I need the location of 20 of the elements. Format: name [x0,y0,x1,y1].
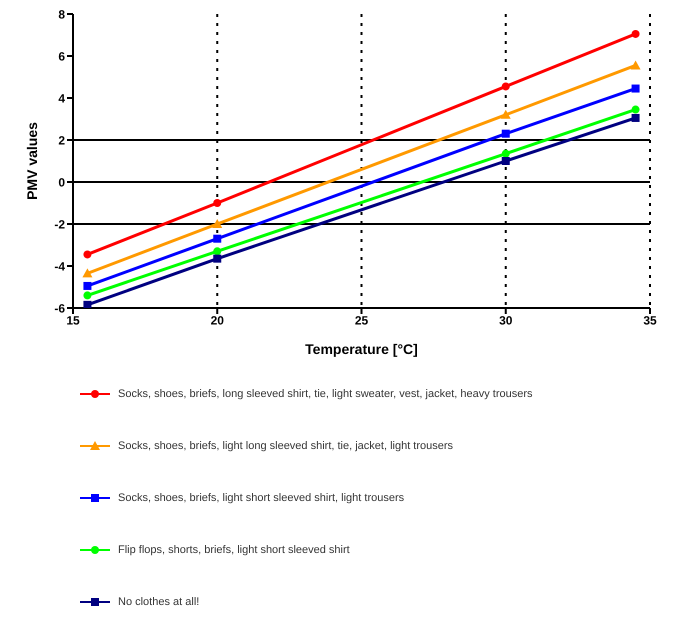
legend-label: No clothes at all! [118,596,200,608]
x-tick-label: 35 [643,314,657,328]
y-axis-title: PMV values [24,122,40,200]
legend-label: Socks, shoes, briefs, long sleeved shirt, tie, light sweater, vest, jacket, heavy trousers [118,388,533,400]
legend-label: Socks, shoes, briefs, light long sleeved shirt, tie, jacket, light trousers [118,440,454,452]
x-tick-label: 15 [66,314,80,328]
y-tick-label: 8 [58,7,66,22]
y-tick-label: -4 [54,259,66,274]
y-tick-label: 2 [58,133,66,148]
y-tick-label: -6 [54,301,66,316]
x-tick-label: 25 [354,314,368,328]
x-tick-label: 20 [210,314,224,328]
y-tick-label: 0 [58,175,66,190]
y-tick-label: 6 [58,49,66,64]
x-tick-label: 30 [499,314,513,328]
legend-label: Flip flops, shorts, briefs, light short sleeved shirt [118,544,350,556]
y-tick-label: 4 [58,91,66,106]
y-tick-label: -2 [54,217,66,232]
legend-label: Socks, shoes, briefs, light short sleeved shirt, light trousers [118,492,404,504]
x-axis-title: Temperature [°C] [305,341,418,357]
